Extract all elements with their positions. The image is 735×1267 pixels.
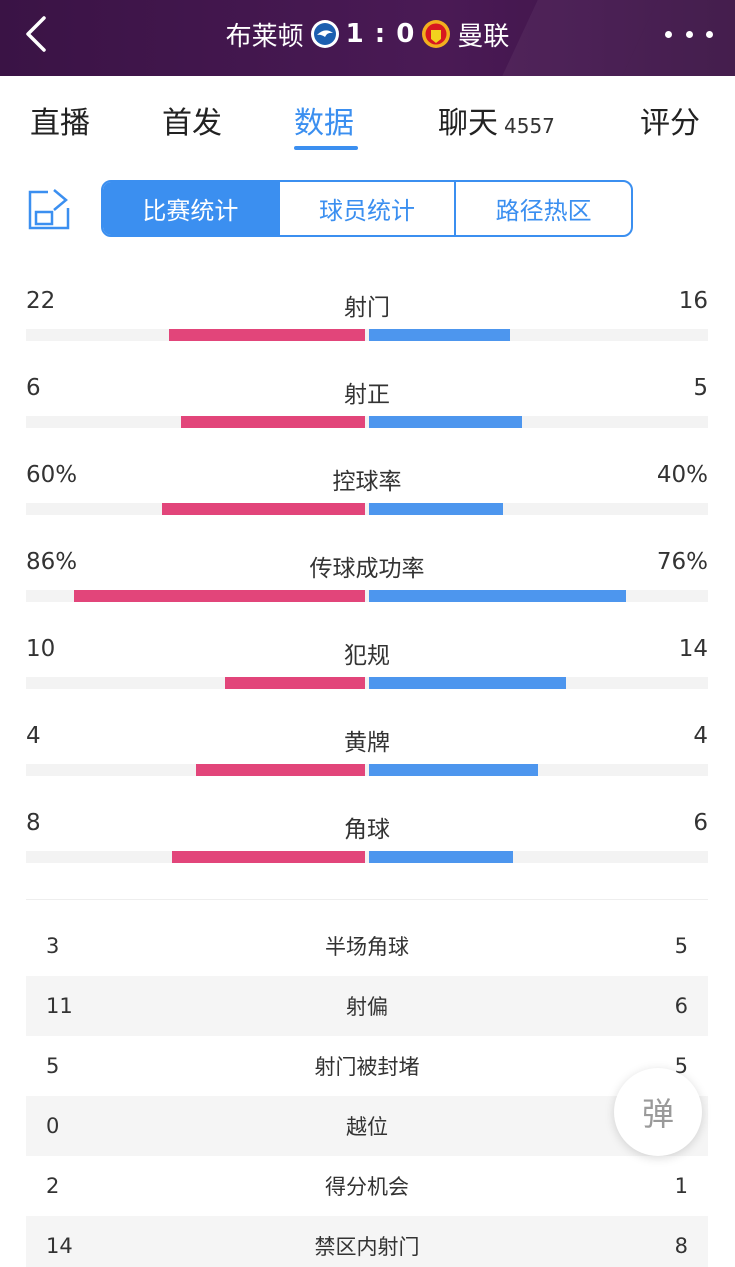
stat-label: 越位 [346,1115,388,1139]
away-stat-bar [369,416,522,428]
stat-label: 角球 [344,817,390,843]
away-stat-value: 76% [656,549,708,575]
away-stat-bar [369,503,503,515]
stat-label: 射正 [344,382,390,408]
tab-label: 评分 [640,106,700,141]
home-team-name: 布莱顿 [225,21,304,52]
stat-label: 得分机会 [325,1175,409,1199]
away-stat-bar [369,851,513,863]
away-stat-value: 4 [693,723,708,749]
stat-bar-track [26,329,708,341]
home-stat-value: 22 [26,288,56,314]
home-stat-value: 86% [26,549,78,575]
stat-label: 禁区内射门 [314,1235,420,1259]
share-icon[interactable] [26,186,72,232]
home-stat-bar [74,590,365,602]
away-stat-value: 14 [678,636,708,662]
away-stat-value: 40% [656,462,708,488]
away-stat-bar [369,764,538,776]
stat-label: 半场角球 [325,935,409,959]
match-title: 布莱顿 1 : 0 曼联 [0,14,735,54]
home-stat-value: 60% [26,462,78,488]
home-stat-bar [162,503,365,515]
away-team-name: 曼联 [457,21,510,52]
stat-bar-track [26,503,708,515]
back-icon[interactable] [20,14,54,54]
home-stat-value: 6 [26,375,41,401]
home-stat-value: 3 [46,934,60,958]
segment-heatmap[interactable]: 路径热区 [495,197,592,225]
stat-label: 传球成功率 [309,556,425,582]
table-row: 2 得分机会 1 [26,1156,708,1216]
score: 1 : 0 [345,19,416,49]
home-stat-bar [169,329,365,341]
home-stat-value: 14 [46,1234,73,1258]
table-row: 3 半场角球 5 [26,916,708,976]
stat-bar-track [26,851,708,863]
away-stat-bar [369,329,510,341]
divider [26,899,708,900]
away-stat-value: 5 [693,375,708,401]
segment-player-stats[interactable]: 球员统计 [280,182,457,235]
stat-bar-track [26,416,708,428]
home-stat-bar [196,764,365,776]
table-row: 5 射门被封堵 5 [26,1036,708,1096]
segment-match-stats[interactable]: 比赛统计 [103,182,280,235]
tab-label: 直播 [30,106,90,141]
tab-live[interactable]: 直播 [30,98,90,142]
away-stat-value: 16 [678,288,708,314]
main-tabs: 直播 首发 数据 聊天 4557 评分 [0,76,735,160]
home-stat-value: 10 [26,636,56,662]
away-stat-value: 6 [693,810,708,836]
tab-data[interactable]: 数据 [294,98,354,142]
stat-row: 60% 控球率 40% [26,462,708,522]
stats-segment-control: 比赛统计 球员统计 路径热区 [101,180,633,237]
stat-label: 射偏 [346,995,388,1019]
stat-bar-track [26,677,708,689]
stat-row: 10 犯规 14 [26,636,708,696]
tab-label: 聊天 [438,106,498,141]
stat-label: 犯规 [344,643,390,669]
table-row: 14 禁区内射门 8 [26,1216,708,1267]
home-stat-bar [225,677,365,689]
away-stat-bar [369,590,626,602]
tab-label: 首发 [162,106,222,141]
stat-label: 射门 [344,295,390,321]
stat-row: 6 射正 5 [26,375,708,435]
danmaku-button[interactable]: 弹 [614,1068,702,1156]
home-stat-value: 11 [46,994,73,1018]
stat-label: 控球率 [332,469,402,495]
more-icon[interactable] [665,22,713,46]
home-stat-bar [181,416,365,428]
home-stat-value: 0 [46,1114,60,1138]
tab-ratings[interactable]: 评分 [640,98,700,142]
brighton-crest-icon [310,19,340,49]
tab-label: 数据 [294,106,354,141]
stat-row: 4 黄牌 4 [26,723,708,783]
home-stat-bar [172,851,365,863]
tab-lineup[interactable]: 首发 [162,98,222,142]
chat-count: 4557 [504,114,555,138]
home-stat-value: 4 [26,723,41,749]
match-header: 布莱顿 1 : 0 曼联 [0,0,735,76]
home-stat-value: 8 [26,810,41,836]
away-stat-bar [369,677,566,689]
away-stat-value: 6 [674,994,688,1018]
table-row: 0 越位 [26,1096,708,1156]
tab-chat[interactable]: 聊天 4557 [438,98,555,142]
stat-label: 黄牌 [344,730,390,756]
away-stat-value: 8 [674,1234,688,1258]
stat-row: 22 射门 16 [26,288,708,348]
home-stat-value: 2 [46,1174,60,1198]
table-row: 11 射偏 6 [26,976,708,1036]
stat-label: 射门被封堵 [314,1055,420,1079]
active-tab-indicator [294,146,358,150]
home-stat-value: 5 [46,1054,60,1078]
stat-row: 8 角球 6 [26,810,708,870]
away-stat-value: 1 [674,1174,688,1198]
manutd-crest-icon [421,19,451,49]
stat-row: 86% 传球成功率 76% [26,549,708,609]
away-stat-value: 5 [674,934,688,958]
stat-bar-track [26,764,708,776]
